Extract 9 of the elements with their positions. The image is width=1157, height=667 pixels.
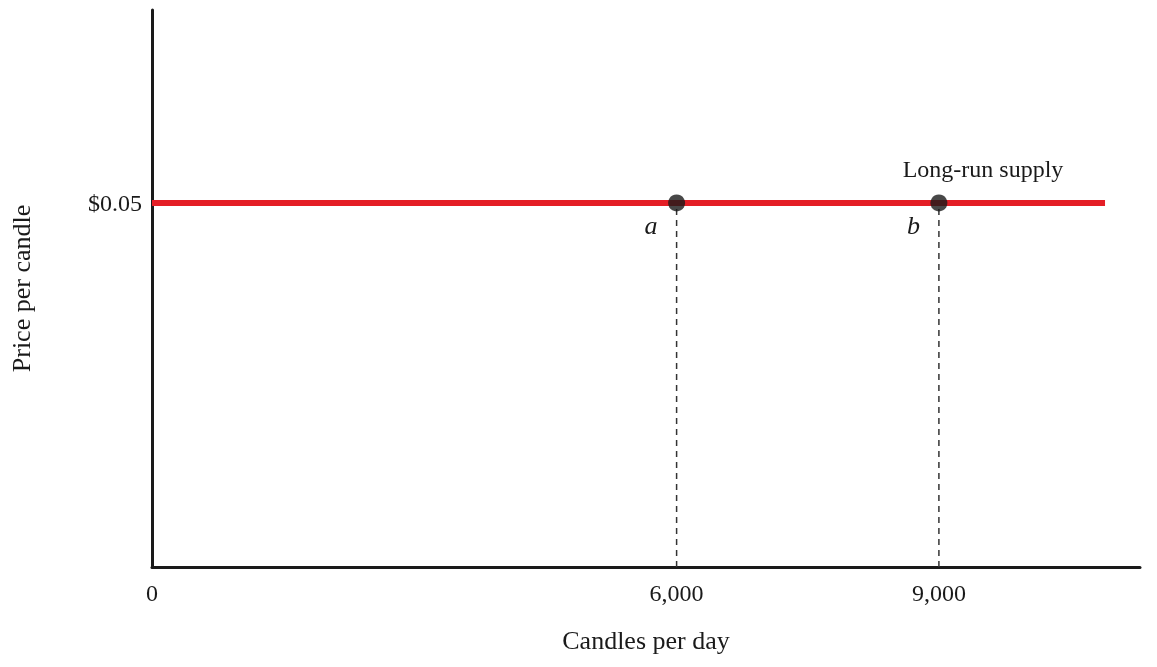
x-tick-label: 0 [146, 580, 158, 606]
y-axis-title: Price per candle [6, 204, 36, 373]
x-tick-label: 9,000 [911, 580, 966, 606]
x-tick-label: 6,000 [649, 580, 704, 606]
annotation: a [644, 211, 658, 241]
x-axis-title: Candles per day [562, 625, 730, 655]
annotation: $0.05 [88, 189, 142, 216]
annotation: b [906, 211, 920, 241]
series-label: Long-run supply [902, 155, 1064, 182]
